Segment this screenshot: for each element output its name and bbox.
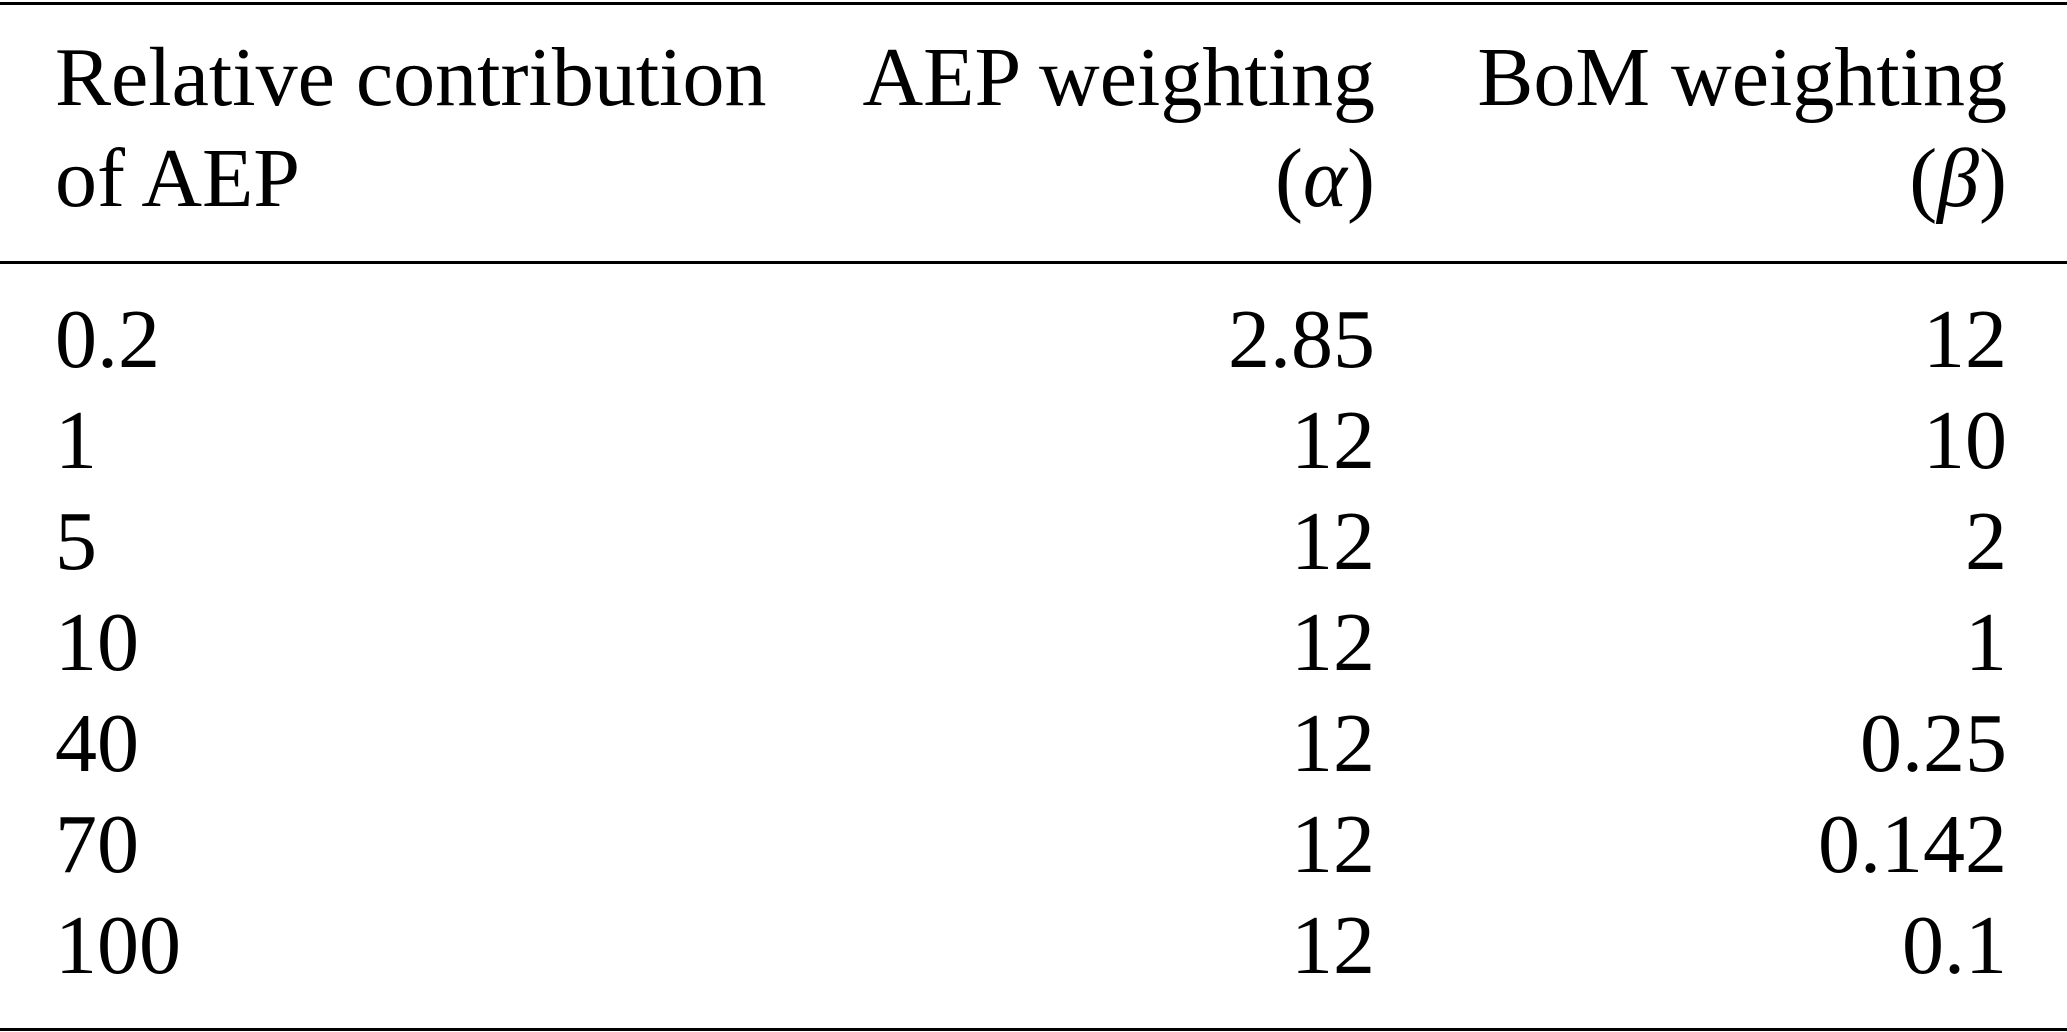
cell-relative-contribution: 100	[55, 899, 181, 992]
beta-symbol: β	[1937, 132, 1980, 225]
cell-aep-weighting: 12	[1291, 697, 1375, 790]
cell-aep-weighting: 12	[1291, 596, 1375, 689]
paren: (	[1274, 132, 1303, 225]
cell-aep-weighting: 12	[1291, 394, 1375, 487]
cell-relative-contribution: 10	[55, 596, 139, 689]
cell-relative-contribution: 40	[55, 697, 139, 790]
header-aep-weighting: AEP weighting (α)	[0, 27, 1375, 229]
cell-relative-contribution: 0.2	[55, 293, 160, 386]
cell-bom-weighting: 1	[1965, 596, 2007, 689]
cell-bom-weighting: 0.25	[1860, 697, 2007, 790]
cell-relative-contribution: 1	[55, 394, 97, 487]
table-header: Relative contribution of AEP AEP weighti…	[0, 5, 2067, 264]
header-line: Relative contribution	[55, 31, 767, 124]
cell-bom-weighting: 10	[1923, 394, 2007, 487]
paren: )	[1979, 132, 2007, 225]
cell-aep-weighting: 2.85	[1228, 293, 1375, 386]
cell-relative-contribution: 5	[55, 495, 97, 588]
table-body: 0.2 2.85 12 1 12 10 5 12 2 10 12 1 40 12 0.25 70 12 0.142…	[0, 264, 2067, 1028]
table-row: 70 12 0.142	[0, 794, 2067, 895]
cell-relative-contribution: 70	[55, 798, 139, 891]
table-row: 10 12 1	[0, 592, 2067, 693]
header-relative-contribution: Relative contribution of AEP	[55, 27, 767, 229]
paren: (	[1909, 132, 1938, 225]
cell-aep-weighting: 12	[1291, 798, 1375, 891]
cell-aep-weighting: 12	[1291, 495, 1375, 588]
table-row: 40 12 0.25	[0, 693, 2067, 794]
cell-bom-weighting: 2	[1965, 495, 2007, 588]
cell-bom-weighting: 0.142	[1818, 798, 2007, 891]
header-line: (β)	[1375, 128, 2007, 229]
header-line: (α)	[0, 128, 1375, 229]
alpha-symbol: α	[1302, 132, 1348, 225]
table-row: 100 12 0.1	[0, 895, 2067, 996]
cell-aep-weighting: 12	[1291, 899, 1375, 992]
paren: )	[1347, 132, 1375, 225]
header-bom-weighting: BoM weighting (β)	[1375, 27, 2007, 229]
table-row: 1 12 10	[0, 390, 2067, 491]
header-line: AEP weighting	[862, 31, 1375, 124]
cell-bom-weighting: 12	[1923, 293, 2007, 386]
table-row: 0.2 2.85 12	[0, 289, 2067, 390]
table-row: 5 12 2	[0, 491, 2067, 592]
header-line: BoM weighting	[1477, 31, 2007, 124]
cell-bom-weighting: 0.1	[1902, 899, 2007, 992]
header-line: of AEP	[55, 132, 301, 225]
